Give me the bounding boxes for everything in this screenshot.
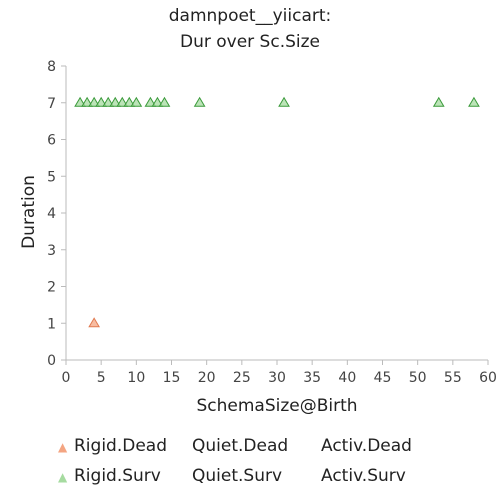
data-point (144, 96, 157, 107)
legend-rigid-dead: ▲ Rigid.Dead (58, 436, 167, 456)
y-tick-label: 7 (47, 96, 56, 112)
legend-label: Rigid.Surv (74, 466, 161, 486)
legend-label: Activ.Dead (321, 436, 412, 456)
chart-title-line-1: damnpoet__yiicart: (168, 6, 332, 26)
x-tick-label: 60 (479, 370, 497, 386)
x-tick-label: 5 (97, 370, 106, 386)
legend-activ-surv: Activ.Surv (321, 466, 406, 486)
data-point (81, 96, 93, 107)
legend-label: Rigid.Dead (74, 436, 168, 456)
data-point (95, 96, 108, 107)
y-tick-label: 4 (47, 206, 56, 222)
chart-title-line-2: Dur over Sc.Size (179, 32, 320, 52)
legend-label: Quiet.Dead (192, 436, 289, 456)
y-tick-label: 6 (47, 133, 56, 149)
y-tick-label: 2 (47, 280, 56, 296)
x-tick-label: 55 (444, 370, 462, 386)
legend-quiet-surv: Quiet.Surv (192, 466, 282, 486)
x-tick-label: 30 (268, 370, 286, 386)
x-tick-label: 0 (62, 370, 71, 386)
x-tick-label: 45 (374, 370, 392, 386)
data-point (123, 96, 136, 107)
legend-label: Quiet.Surv (192, 466, 283, 486)
y-tick-label: 1 (47, 316, 56, 332)
data-point (468, 96, 480, 107)
data-point (74, 96, 86, 107)
data-point (432, 96, 445, 107)
data-point (88, 96, 101, 107)
triangle-marker-icon: ▲ (58, 440, 68, 454)
y-tick-label: 0 (47, 353, 56, 369)
x-tick-label: 10 (127, 370, 145, 386)
data-point (88, 317, 101, 328)
x-tick-label: 40 (338, 370, 356, 386)
data-point (278, 96, 290, 107)
x-tick-label: 15 (163, 370, 181, 386)
data-point (130, 96, 143, 107)
x-tick-label: 35 (303, 370, 321, 386)
y-tick-label: 3 (47, 243, 56, 259)
legend-quiet-dead: Quiet.Dead (192, 436, 288, 456)
data-point (116, 96, 129, 107)
data-point (193, 96, 206, 107)
y-tick-label: 5 (47, 169, 56, 185)
y-axis-label: Duration (19, 175, 39, 249)
y-tick-label: 8 (47, 59, 56, 75)
x-tick-label: 50 (409, 370, 427, 386)
legend-rigid-surv: ▲ Rigid.Surv (58, 466, 161, 486)
x-tick-label: 25 (233, 370, 251, 386)
legend-activ-dead: Activ.Dead (321, 436, 412, 456)
x-tick-label: 20 (198, 370, 216, 386)
legend-label: Activ.Surv (321, 466, 406, 486)
data-point (151, 96, 164, 107)
x-axis-label: SchemaSize@Birth (196, 396, 358, 416)
data-point (102, 96, 115, 107)
triangle-marker-icon: ▲ (58, 470, 68, 484)
data-point (158, 96, 171, 107)
data-point (109, 96, 122, 107)
